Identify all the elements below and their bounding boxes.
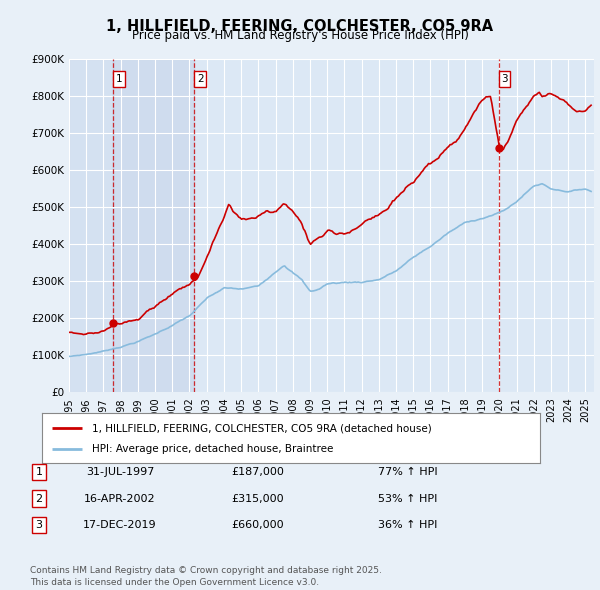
Text: 53% ↑ HPI: 53% ↑ HPI (379, 494, 437, 503)
Text: 1: 1 (116, 74, 122, 84)
Text: 1, HILLFIELD, FEERING, COLCHESTER, CO5 9RA (detached house): 1, HILLFIELD, FEERING, COLCHESTER, CO5 9… (92, 423, 431, 433)
Bar (69, 59, 113, 392)
Text: 16-APR-2002: 16-APR-2002 (84, 494, 156, 503)
Text: 3: 3 (501, 74, 508, 84)
Text: £187,000: £187,000 (232, 467, 284, 477)
Text: 2: 2 (35, 494, 43, 503)
Text: 36% ↑ HPI: 36% ↑ HPI (379, 520, 437, 530)
Text: £660,000: £660,000 (232, 520, 284, 530)
Text: 77% ↑ HPI: 77% ↑ HPI (378, 467, 438, 477)
Text: 3: 3 (35, 520, 43, 530)
Text: HPI: Average price, detached house, Braintree: HPI: Average price, detached house, Brai… (92, 444, 333, 454)
Text: 17-DEC-2019: 17-DEC-2019 (83, 520, 157, 530)
Text: 2: 2 (197, 74, 203, 84)
Text: £315,000: £315,000 (232, 494, 284, 503)
Text: Contains HM Land Registry data © Crown copyright and database right 2025.
This d: Contains HM Land Registry data © Crown c… (30, 566, 382, 587)
Text: 1: 1 (35, 467, 43, 477)
Text: 1, HILLFIELD, FEERING, COLCHESTER, CO5 9RA: 1, HILLFIELD, FEERING, COLCHESTER, CO5 9… (106, 19, 494, 34)
Bar (113, 59, 194, 392)
Text: Price paid vs. HM Land Registry's House Price Index (HPI): Price paid vs. HM Land Registry's House … (131, 30, 469, 42)
Text: 31-JUL-1997: 31-JUL-1997 (86, 467, 154, 477)
